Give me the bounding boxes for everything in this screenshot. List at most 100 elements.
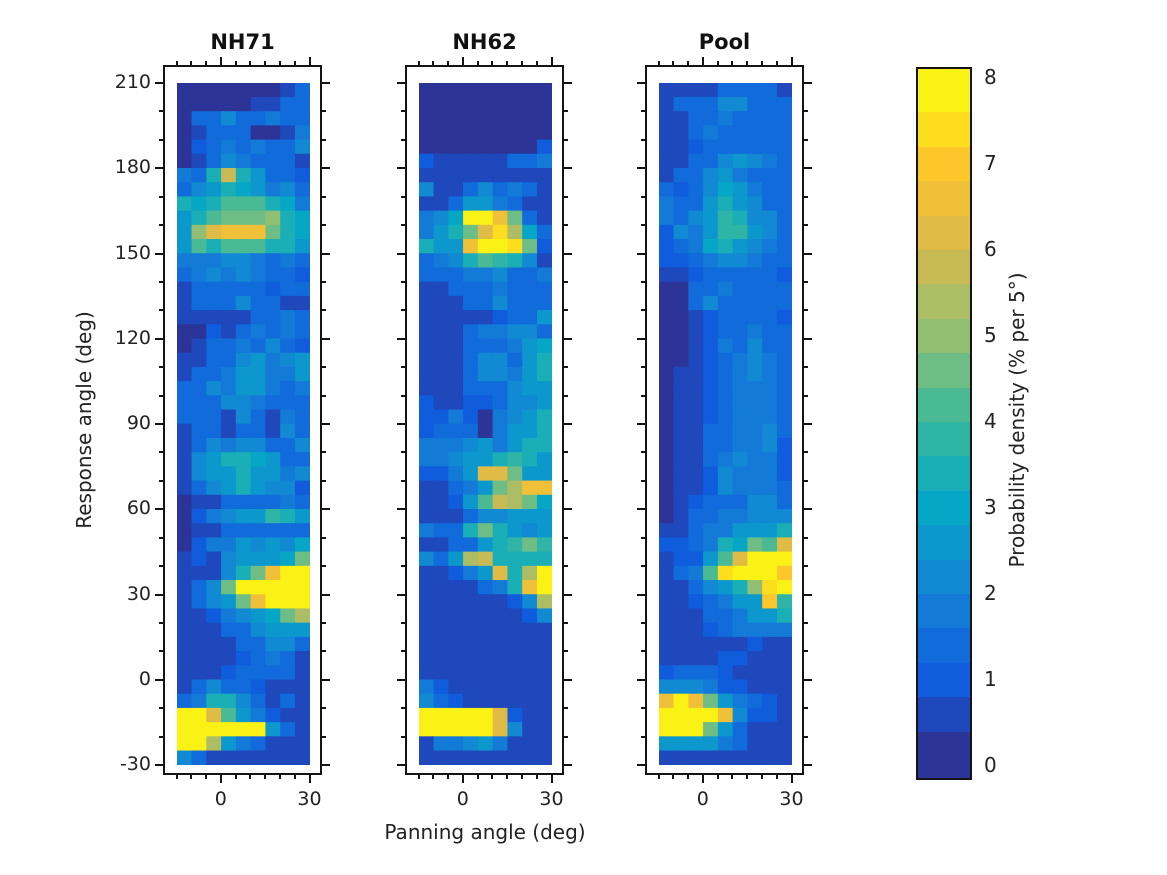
tick-mark (804, 451, 808, 454)
heatmap-nh71 (176, 83, 310, 765)
tick-mark (535, 61, 538, 65)
tick-mark (322, 110, 326, 113)
y-tick-label: 30 (126, 582, 151, 605)
tick-mark (159, 110, 163, 113)
tick-mark (564, 280, 568, 283)
x-tick-label: 30 (539, 788, 564, 810)
x-tick-label: 0 (456, 788, 469, 810)
tick-mark (159, 195, 163, 198)
tick-mark (397, 423, 405, 425)
tick-mark (159, 735, 163, 738)
tick-mark (447, 775, 450, 779)
tick-mark (564, 593, 572, 596)
tick-mark (804, 423, 812, 425)
tick-mark (322, 337, 330, 340)
tick-mark (401, 621, 405, 624)
colorbar-band (918, 69, 970, 113)
tick-mark (401, 394, 405, 397)
tick-mark (432, 775, 435, 779)
tick-mark (641, 309, 645, 312)
tick-mark (641, 650, 645, 653)
tick-mark (564, 252, 572, 255)
tick-mark (564, 650, 568, 653)
tick-mark (637, 764, 645, 766)
tick-mark (159, 536, 163, 539)
tick-mark (322, 309, 326, 312)
tick-mark (322, 280, 326, 283)
tick-mark (716, 775, 719, 779)
tick-mark (219, 57, 222, 65)
tick-mark (746, 61, 749, 65)
tick-mark (564, 167, 572, 170)
tick-mark (804, 650, 808, 653)
tick-mark (641, 565, 645, 568)
tick-mark (564, 224, 568, 227)
tick-mark (234, 61, 237, 65)
tick-mark (657, 775, 660, 779)
tick-mark (322, 508, 330, 511)
tick-mark (701, 57, 704, 65)
tick-mark (641, 110, 645, 113)
tick-mark (401, 650, 405, 653)
y-tick-label: 180 (114, 156, 151, 179)
colorbar-band (918, 250, 970, 285)
tick-mark (657, 61, 660, 65)
tick-mark (804, 82, 812, 84)
tick-mark (190, 61, 193, 65)
tick-mark (804, 280, 808, 283)
tick-mark (322, 195, 326, 198)
tick-mark (155, 167, 163, 170)
tick-mark (322, 366, 326, 369)
tick-mark (322, 423, 330, 425)
tick-mark (637, 82, 645, 84)
tick-mark (641, 479, 645, 482)
panel-title-nh62: NH62 (452, 30, 517, 54)
tick-mark (249, 61, 252, 65)
colorbar-label: Probability density (% per 5°) (1005, 272, 1029, 568)
tick-mark (716, 61, 719, 65)
tick-mark (155, 764, 163, 766)
tick-mark (641, 195, 645, 198)
tick-mark (804, 678, 812, 681)
colorbar-tick-label: 7 (984, 151, 997, 175)
tick-mark (550, 57, 553, 65)
tick-mark (159, 280, 163, 283)
tick-mark (804, 394, 808, 397)
colorbar-band (918, 662, 970, 698)
tick-mark (175, 61, 178, 65)
panel-nh71: NH71 0 30 (155, 0, 330, 875)
tick-mark (155, 82, 163, 84)
tick-mark (687, 61, 690, 65)
tick-mark (264, 61, 267, 65)
colorbar-band (918, 559, 970, 594)
tick-mark (564, 621, 568, 624)
tick-mark (804, 536, 808, 539)
tick-mark (564, 366, 568, 369)
colorbar-band (918, 490, 970, 526)
colorbar-band (918, 353, 970, 388)
tick-mark (322, 138, 326, 141)
tick-mark (641, 224, 645, 227)
tick-mark (564, 536, 568, 539)
tick-mark (401, 707, 405, 710)
colorbar-band (918, 112, 970, 147)
tick-mark (397, 82, 405, 84)
y-tick-label: 90 (126, 412, 151, 434)
x-tick-label: 0 (696, 788, 709, 810)
tick-mark (159, 224, 163, 227)
tick-mark (401, 309, 405, 312)
tick-mark (564, 508, 572, 511)
y-tick-label: 150 (114, 241, 151, 264)
tick-mark (564, 678, 572, 681)
tick-mark (641, 735, 645, 738)
colorbar-tick-label: 5 (984, 323, 997, 347)
tick-mark (804, 565, 808, 568)
tick-mark (432, 61, 435, 65)
tick-mark (564, 394, 568, 397)
tick-mark (417, 775, 420, 779)
tick-mark (564, 565, 568, 568)
tick-mark (641, 280, 645, 283)
tick-mark (401, 565, 405, 568)
tick-mark (447, 61, 450, 65)
